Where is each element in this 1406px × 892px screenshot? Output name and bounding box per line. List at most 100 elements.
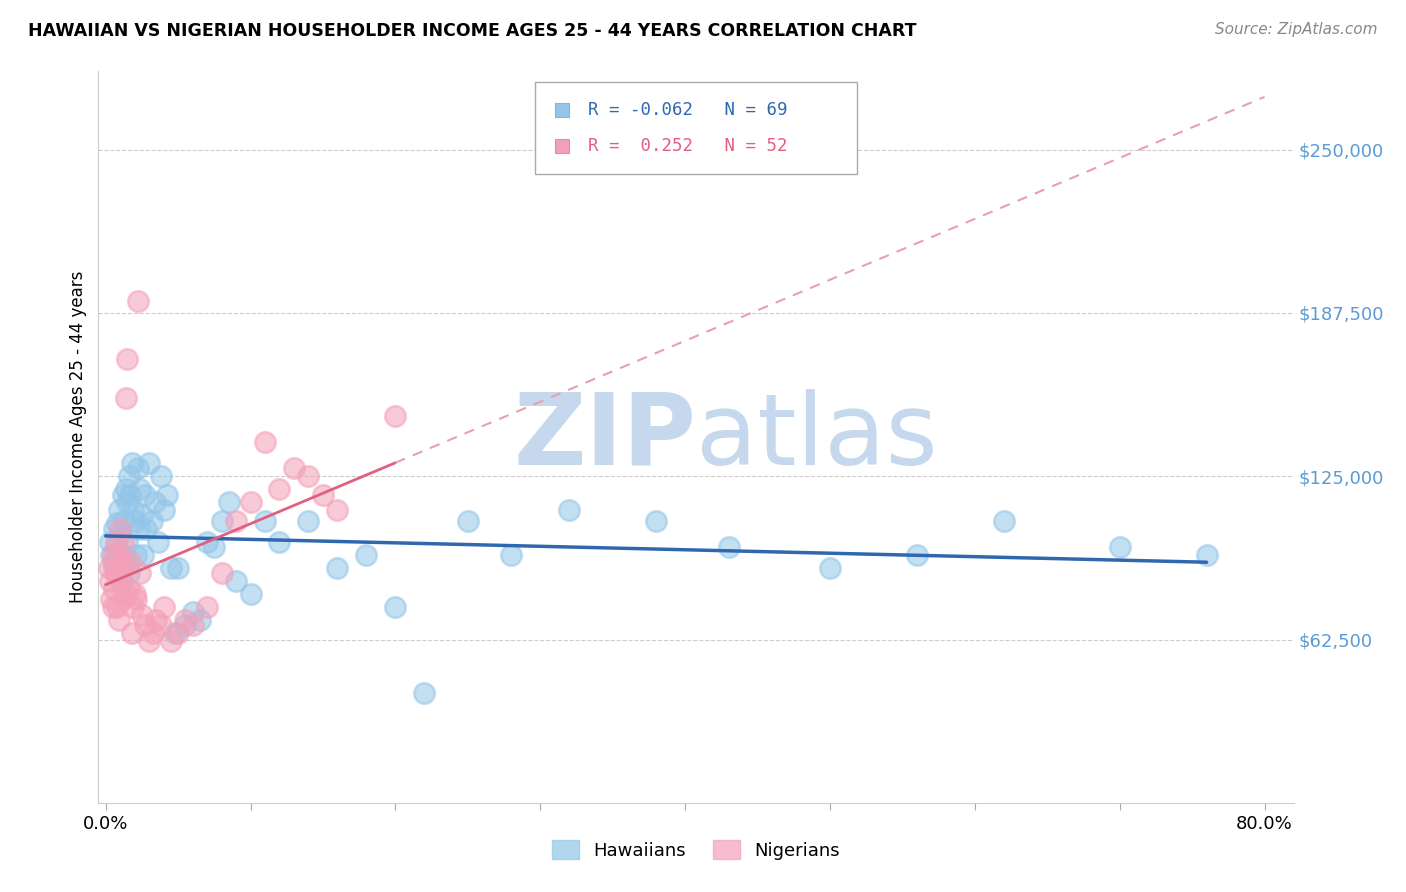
Point xyxy=(558,503,581,517)
Point xyxy=(100,548,122,562)
Point xyxy=(122,599,145,614)
Point xyxy=(152,599,174,614)
Point xyxy=(131,508,153,523)
Point xyxy=(138,456,160,470)
Point xyxy=(297,514,319,528)
Point xyxy=(114,514,136,528)
Point xyxy=(124,587,146,601)
Point xyxy=(142,626,165,640)
Point xyxy=(103,521,125,535)
Point xyxy=(107,613,129,627)
Point xyxy=(108,521,131,535)
Point xyxy=(202,540,225,554)
Legend: Hawaiians, Nigerians: Hawaiians, Nigerians xyxy=(544,833,848,867)
Point xyxy=(149,618,172,632)
Point xyxy=(118,566,141,580)
Point xyxy=(211,566,233,580)
Point xyxy=(138,633,160,648)
Point xyxy=(110,556,132,570)
Point xyxy=(1195,548,1218,562)
Point xyxy=(117,495,139,509)
Point xyxy=(115,483,138,497)
Point xyxy=(174,613,197,627)
Point xyxy=(110,574,132,588)
Point xyxy=(253,435,276,450)
Point xyxy=(384,409,406,424)
Point xyxy=(384,599,406,614)
Point xyxy=(103,582,125,596)
Point xyxy=(152,503,174,517)
Point xyxy=(905,548,928,562)
Point xyxy=(115,587,138,601)
Point xyxy=(104,534,127,549)
Point xyxy=(115,556,138,570)
Point xyxy=(104,566,127,580)
Text: atlas: atlas xyxy=(696,389,938,485)
Point xyxy=(100,592,122,607)
Point xyxy=(501,548,523,562)
Point xyxy=(127,294,149,309)
Point xyxy=(645,514,668,528)
Point xyxy=(195,534,218,549)
Point xyxy=(132,548,155,562)
Point xyxy=(181,618,204,632)
Point xyxy=(125,548,148,562)
FancyBboxPatch shape xyxy=(534,82,858,174)
Point xyxy=(104,540,127,554)
Point xyxy=(122,503,145,517)
Point xyxy=(124,514,146,528)
Point xyxy=(129,483,152,497)
Point xyxy=(457,514,479,528)
Point xyxy=(225,514,247,528)
Point xyxy=(118,582,141,596)
Point xyxy=(103,560,125,574)
Point xyxy=(101,556,124,570)
Point xyxy=(112,534,135,549)
Point xyxy=(135,521,157,535)
Point xyxy=(120,487,142,501)
Point xyxy=(114,556,136,570)
Point xyxy=(107,566,129,580)
Point xyxy=(134,487,156,501)
Point xyxy=(165,626,187,640)
Point xyxy=(125,592,148,607)
Point xyxy=(146,534,169,549)
Point xyxy=(326,503,349,517)
Point xyxy=(312,487,335,501)
Point xyxy=(160,560,183,574)
Point xyxy=(1108,540,1130,554)
Text: ZIP: ZIP xyxy=(513,389,696,485)
Point xyxy=(657,796,679,810)
Point xyxy=(117,351,139,366)
Point xyxy=(818,560,841,574)
Point xyxy=(149,469,172,483)
Point xyxy=(143,495,166,509)
Point xyxy=(160,633,183,648)
Point xyxy=(105,599,128,614)
Point xyxy=(115,391,138,405)
Point xyxy=(657,796,679,810)
Point xyxy=(105,548,128,562)
Point xyxy=(174,618,197,632)
Point xyxy=(283,461,305,475)
Point xyxy=(112,548,135,562)
Point xyxy=(97,560,120,574)
Point xyxy=(108,574,131,588)
Point xyxy=(195,599,218,614)
Point xyxy=(326,560,349,574)
Point xyxy=(105,548,128,562)
Point xyxy=(155,487,177,501)
Point xyxy=(104,566,127,580)
Point xyxy=(101,599,124,614)
Point xyxy=(105,516,128,531)
Text: Source: ZipAtlas.com: Source: ZipAtlas.com xyxy=(1215,22,1378,37)
Point xyxy=(993,514,1015,528)
Point xyxy=(101,548,124,562)
Point xyxy=(129,566,152,580)
Point xyxy=(128,521,150,535)
Point xyxy=(112,487,135,501)
Point xyxy=(108,560,131,574)
Point xyxy=(356,548,378,562)
Point xyxy=(297,469,319,483)
Point xyxy=(225,574,247,588)
